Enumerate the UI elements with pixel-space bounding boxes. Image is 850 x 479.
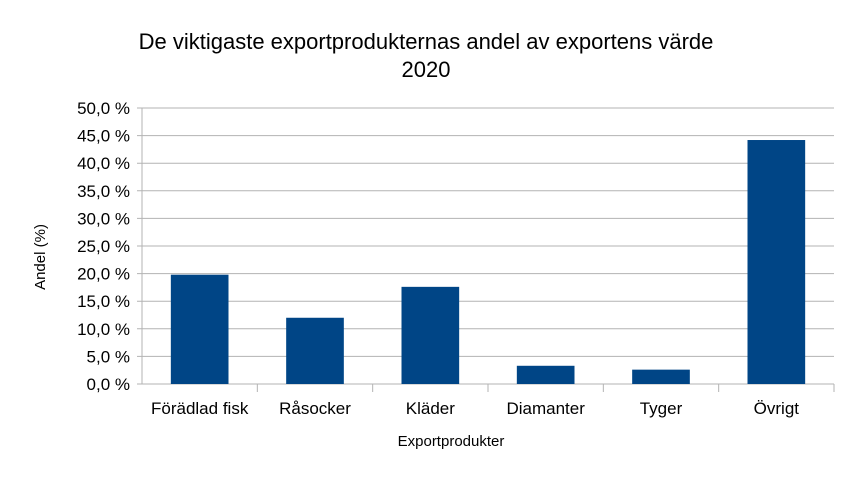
x-tick-label: Diamanter (506, 399, 585, 418)
x-axis-title: Exportprodukter (398, 433, 505, 450)
x-tick-label: Råsocker (279, 399, 351, 418)
y-tick-label: 5,0 % (87, 347, 130, 366)
x-axis-ticks: Förädlad fisk Råsocker Kläder Diamanter Tyge… (151, 399, 799, 418)
y-tick-label: 15,0 % (77, 292, 130, 311)
y-tick-label: 30,0 % (77, 209, 130, 228)
y-tick-label: 25,0 % (77, 237, 130, 256)
y-axis-ticks: 0,0 % 5,0 % 10,0 % 15,0 % 20,0 % 25,0 % 30,0 %… (77, 99, 130, 394)
y-axis-title: Andel (%) (32, 224, 49, 290)
chart-title: De viktigaste exportprodukternas andel a… (139, 29, 714, 54)
bars (170, 140, 806, 384)
bar (286, 317, 344, 384)
x-tick-label: Förädlad fisk (151, 399, 249, 418)
y-tick-label: 45,0 % (77, 127, 130, 146)
y-tick-label: 40,0 % (77, 154, 130, 173)
y-tick-label: 20,0 % (77, 265, 130, 284)
bar (632, 369, 690, 384)
y-tick-label: 50,0 % (77, 99, 130, 118)
gridlines (137, 107, 835, 392)
x-tick-label: Tyger (640, 399, 683, 418)
bar (170, 274, 229, 384)
chart-subtitle: 2020 (402, 57, 451, 82)
y-tick-label: 0,0 % (87, 375, 130, 394)
bar (516, 365, 575, 384)
x-tick-label: Övrigt (754, 399, 800, 418)
x-tick-label: Kläder (406, 399, 455, 418)
y-tick-label: 35,0 % (77, 182, 130, 201)
bar (747, 140, 806, 384)
y-tick-label: 10,0 % (77, 320, 130, 339)
bar (401, 286, 460, 384)
